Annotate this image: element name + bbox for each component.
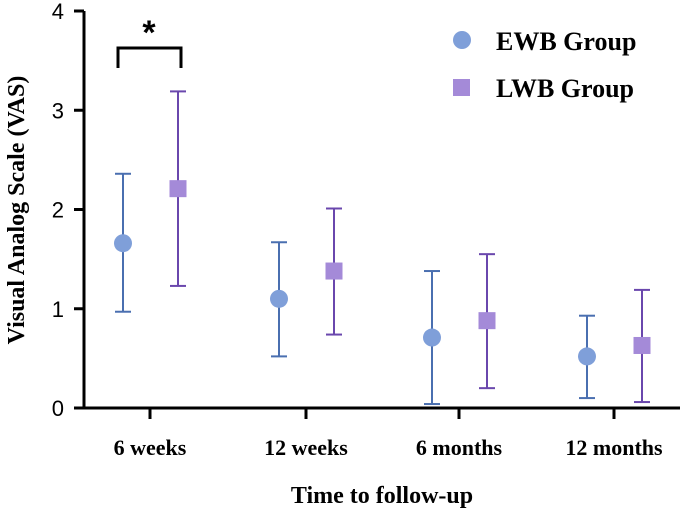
x-tick-label: 12 months xyxy=(565,435,663,460)
data-marks xyxy=(114,90,651,406)
x-tick-label: 12 weeks xyxy=(264,435,348,460)
x-axis-title: Time to follow-up xyxy=(291,483,473,509)
significance-bracket xyxy=(116,46,183,68)
x-tick-label: 6 months xyxy=(416,435,503,460)
y-tick-label: 4 xyxy=(52,0,64,24)
y-tick-label: 0 xyxy=(52,396,64,421)
x-axis-ticks: 6 weeks 12 weeks 6 months 12 months xyxy=(114,408,663,460)
legend-ewb-marker xyxy=(453,31,471,49)
ewb-mean-point xyxy=(423,328,441,347)
legend-lwb-label: LWB Group xyxy=(496,74,634,103)
legend-ewb-label: EWB Group xyxy=(496,27,636,56)
y-tick-label: 3 xyxy=(52,98,64,123)
lwb-mean-point xyxy=(478,312,496,330)
y-axis-ticks: 0 1 2 3 4 xyxy=(52,0,84,421)
y-tick-label: 2 xyxy=(52,198,64,223)
lwb-mean-point xyxy=(325,262,343,280)
y-tick-label: 1 xyxy=(52,297,64,322)
legend: EWB Group LWB Group xyxy=(453,27,636,103)
legend-lwb-marker xyxy=(453,79,470,96)
ewb-mean-point xyxy=(270,289,288,308)
y-axis-title: Visual Analog Scale (VAS) xyxy=(4,76,30,345)
lwb-mean-point xyxy=(633,336,651,354)
significance-star: * xyxy=(142,14,156,52)
lwb-mean-point xyxy=(169,180,187,198)
x-tick-label: 6 weeks xyxy=(114,435,187,460)
ewb-mean-point xyxy=(114,234,132,253)
ewb-mean-point xyxy=(578,347,596,366)
